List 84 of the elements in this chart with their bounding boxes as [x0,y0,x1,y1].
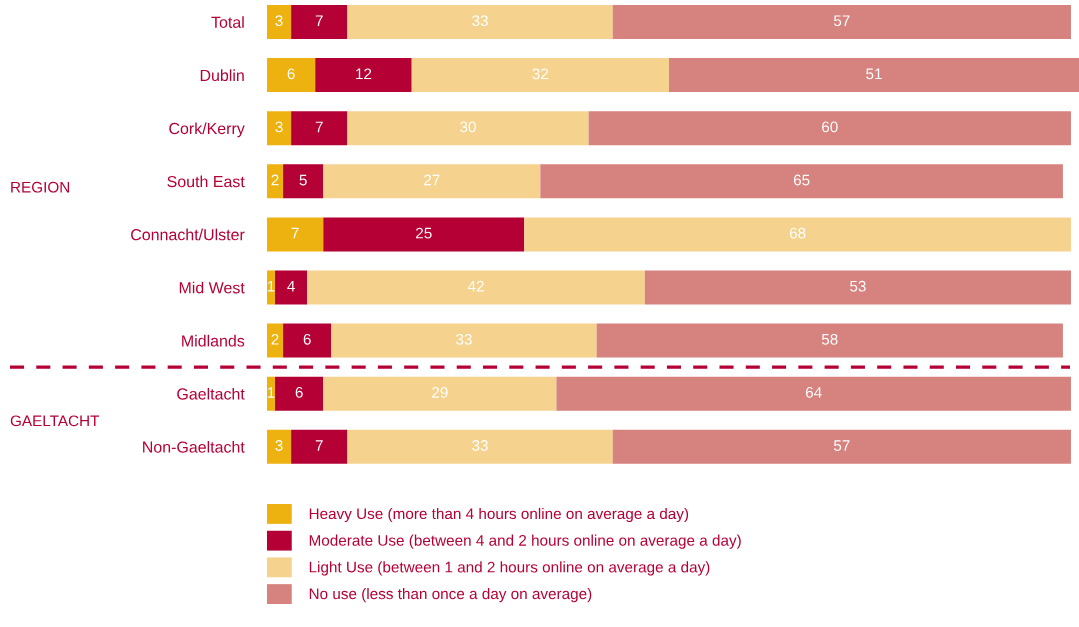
bar [323,217,525,252]
bar [612,5,1071,39]
data-label: 32 [532,68,549,80]
y-tick-label: Connacht/Ulster [131,228,245,241]
bar [323,376,557,411]
text: GAELTACHT [10,415,100,427]
legend-label: Moderate Use (between 4 and 2 hours online on average a day) [309,534,741,549]
bar [323,164,541,199]
legend-label: Light Use (between 1 and 2 hours online on average a day) [309,561,710,576]
bar [291,5,348,39]
bar [668,58,1079,93]
y-tick-label: Non-Gaeltacht [143,441,245,453]
data-label: 1 [267,387,275,398]
bar [347,429,613,464]
bar [283,164,324,199]
data-label: 7 [291,227,299,239]
data-label: 25 [416,227,432,239]
data-label: 68 [789,227,806,239]
bar [612,429,1071,464]
text: REGION [11,181,70,193]
legend-label: Heavy Use (more than 4 hours online on average a day) [309,507,689,523]
data-label: 12 [356,68,372,80]
bar [596,323,1063,358]
bar [347,5,613,39]
bar [291,429,348,464]
data-label: 53 [850,280,866,292]
y-tick-label: Cork/Kerry [169,122,245,138]
bar [267,58,316,93]
data-label: 7 [315,15,323,26]
bar [267,164,284,199]
y-tick-label: Mid West [179,281,245,294]
bar [644,270,1071,305]
bar [411,58,669,93]
data-label: 65 [793,174,810,186]
bar [588,111,1071,146]
bar [267,376,276,411]
data-label: 29 [432,386,448,398]
data-label: 33 [472,15,488,27]
data-label: 7 [315,440,323,451]
bar [267,5,292,39]
data-label: 27 [424,174,440,186]
data-label: 57 [833,15,850,27]
bar [283,323,332,358]
bar [275,376,324,411]
legend-label: No use (less than once a day on average) [309,588,592,603]
bar [267,111,292,146]
bar [307,270,645,305]
data-label: 6 [295,386,303,398]
data-label: 33 [456,333,472,345]
y-tick-label: Midlands [182,334,245,347]
bar [267,323,284,358]
data-label: 3 [275,440,283,451]
bar [540,164,1063,199]
data-label: 7 [315,121,323,133]
y-tick-label: Gaeltacht [177,387,245,400]
data-label: 1 [267,280,275,292]
data-label: 64 [805,386,822,398]
data-label: 4 [287,280,295,292]
data-label: 33 [472,440,488,451]
data-label: 51 [866,68,882,80]
data-label: 3 [275,15,283,27]
data-label: 3 [275,121,283,133]
bar [267,429,292,464]
bar [524,217,1071,252]
bar [347,111,589,146]
data-label: 2 [271,333,279,345]
data-label: 2 [271,174,279,186]
data-label: 6 [303,333,311,345]
bar [315,58,412,93]
data-label: 42 [467,280,484,292]
data-label: 58 [821,333,838,345]
data-label: 60 [822,121,838,133]
bar [267,217,324,252]
data-label: 57 [833,440,850,451]
y-tick-label: South East [167,175,245,188]
bar [556,376,1071,411]
y-tick-label: Dublin [200,69,244,82]
bar [291,111,348,146]
data-label: 6 [287,68,295,80]
data-label: 30 [460,121,476,133]
y-tick-label: Total [211,16,244,28]
bar [275,270,308,305]
data-label: 5 [299,174,307,186]
bar [331,323,597,358]
